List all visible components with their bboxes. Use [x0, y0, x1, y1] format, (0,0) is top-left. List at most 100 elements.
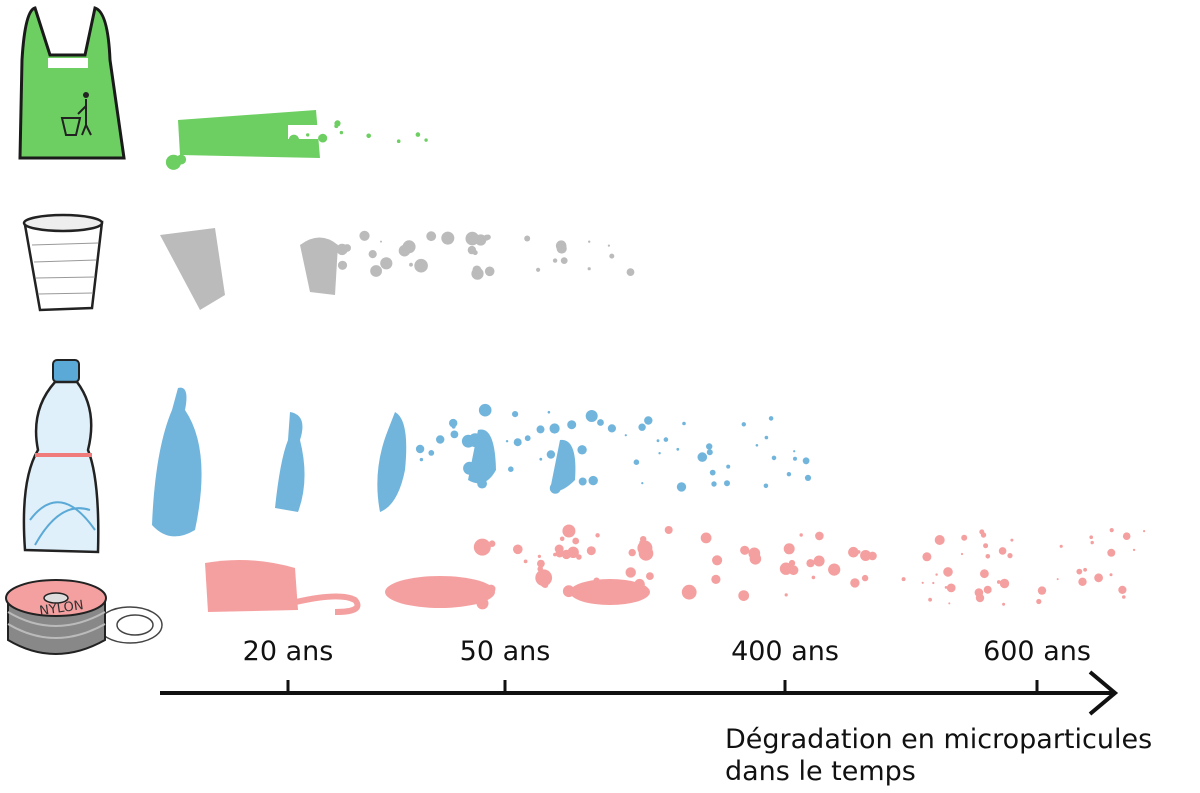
particle [828, 563, 841, 576]
plastic-bottle [22, 359, 100, 554]
particle [539, 457, 543, 461]
particle [983, 585, 992, 594]
particle [471, 267, 484, 280]
particle [1083, 567, 1087, 572]
particle [664, 526, 673, 534]
particle [738, 590, 750, 601]
particle [586, 546, 596, 556]
particle [726, 464, 731, 469]
particle [473, 538, 491, 556]
particle [524, 235, 531, 242]
particle [549, 423, 560, 434]
particle [585, 410, 598, 422]
particle [1122, 595, 1126, 599]
particle [656, 439, 660, 443]
particle [380, 240, 382, 243]
particle [508, 466, 514, 473]
particle [788, 565, 799, 576]
particle [555, 549, 564, 558]
particle [996, 580, 1001, 584]
particle [288, 134, 299, 145]
particle [960, 552, 964, 556]
particle [682, 421, 686, 426]
plastic-cup [22, 213, 104, 312]
particle [804, 461, 808, 465]
particle [467, 245, 477, 255]
particle [944, 586, 948, 589]
particle [663, 437, 669, 442]
particle [1132, 548, 1136, 552]
particle [556, 243, 567, 254]
particle [609, 253, 615, 259]
particle [536, 267, 541, 272]
particle [711, 481, 717, 487]
particle [318, 133, 328, 143]
particle [595, 533, 600, 538]
particle [1089, 535, 1093, 539]
particle [786, 472, 792, 477]
particle [402, 240, 416, 254]
tick-label: 400 ans [731, 636, 839, 667]
particle [638, 546, 654, 561]
particle [755, 444, 759, 447]
particle [339, 130, 344, 135]
particle [783, 543, 795, 555]
particle [813, 555, 825, 567]
particle [1076, 568, 1083, 575]
particle [724, 480, 730, 487]
particle [646, 572, 654, 580]
particle [639, 540, 644, 545]
particle [706, 449, 713, 456]
particle [540, 565, 543, 569]
tick-label: 50 ans [460, 636, 551, 667]
particle [1036, 598, 1042, 605]
particle [477, 478, 487, 489]
particle [449, 418, 458, 428]
particle [436, 435, 445, 444]
particle [741, 422, 746, 427]
particle [768, 416, 774, 421]
particle [676, 447, 680, 451]
axis-label: Dégradation en microparticules [725, 724, 1152, 755]
particle [806, 559, 815, 568]
particle [547, 410, 551, 414]
particle [450, 430, 459, 439]
particle [638, 423, 646, 431]
particle [546, 450, 556, 459]
particle [848, 546, 859, 558]
particle [711, 574, 721, 585]
particle [1037, 586, 1047, 595]
particle [441, 231, 455, 245]
particle [513, 544, 523, 555]
particle [221, 135, 230, 144]
particle [1059, 544, 1063, 548]
particle [633, 459, 640, 466]
particle [1090, 540, 1094, 545]
particle [935, 573, 938, 576]
particle [419, 457, 424, 462]
particle [811, 575, 816, 580]
particle [165, 154, 182, 170]
particle [414, 258, 428, 273]
particle [948, 602, 951, 605]
particle [856, 550, 861, 554]
particle [644, 416, 653, 425]
particle [362, 235, 368, 241]
particle [793, 456, 797, 461]
particle [468, 433, 483, 448]
particle [804, 474, 812, 481]
particle [428, 450, 435, 456]
particle [484, 266, 495, 277]
particle [475, 234, 487, 246]
particle [511, 411, 519, 418]
nylon-spool: NYLON [5, 579, 163, 655]
particle [483, 234, 490, 241]
particle [771, 455, 777, 461]
particle [537, 554, 542, 559]
particle [478, 403, 492, 417]
particle [607, 424, 617, 433]
particle [588, 475, 598, 486]
particle [578, 477, 587, 486]
particle [861, 574, 869, 582]
